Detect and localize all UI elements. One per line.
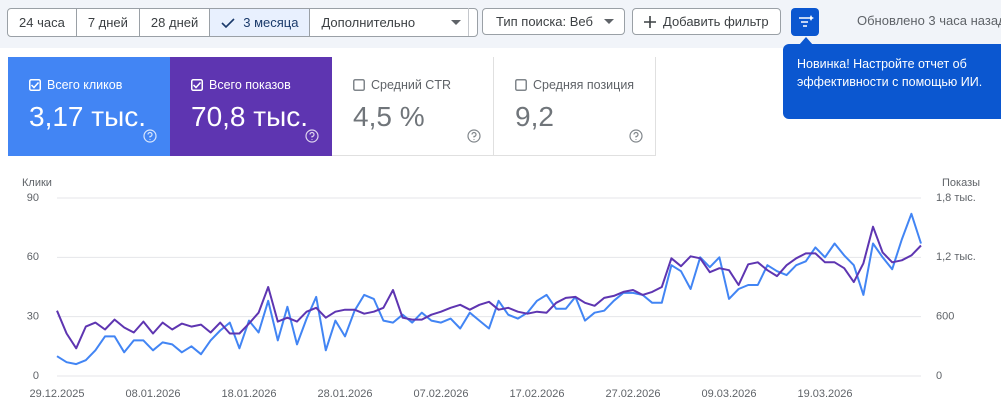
- metric-value: 3,17 тыс.: [29, 101, 147, 132]
- x-tick-label: 19.03.2026: [797, 388, 852, 400]
- x-tick-label: 09.03.2026: [701, 388, 756, 400]
- metric-card[interactable]: Всего показов 70,8 тыс.: [170, 57, 332, 156]
- metric-header: Всего кликов: [29, 78, 122, 92]
- checkbox-tick: [30, 81, 40, 89]
- metric-label: Средняя позиция: [533, 78, 635, 92]
- checkbox: [191, 79, 203, 91]
- metric-value: 70,8 тыс.: [191, 101, 309, 132]
- help-circle: [143, 129, 157, 143]
- y-tick-label: 0: [33, 370, 39, 382]
- metric-value: 4,5 %: [353, 101, 425, 132]
- checkbox: [515, 79, 527, 91]
- x-tick-label: 18.01.2026: [221, 388, 276, 400]
- metric-card[interactable]: Всего кликов 3,17 тыс.: [8, 57, 170, 156]
- metric-card[interactable]: Средняя позиция 9,2: [494, 57, 656, 156]
- series-line: [56, 225, 922, 350]
- dropdown-arrow: [604, 19, 614, 24]
- x-tick-label: 07.02.2026: [413, 388, 468, 400]
- help-icon: [629, 129, 643, 143]
- help-circle: [629, 129, 643, 143]
- checkbox-box: [353, 79, 365, 91]
- x-tick-label: 29.12.2025: [29, 388, 84, 400]
- metric-value: 9,2: [515, 101, 554, 132]
- metric-header: Всего показов: [191, 78, 291, 92]
- divider: [468, 8, 469, 36]
- y2-tick-label: 0: [936, 370, 942, 382]
- help-icon: [467, 129, 481, 143]
- y-tick-label: 60: [27, 251, 39, 263]
- checkbox-box: [515, 79, 527, 91]
- ai-tooltip[interactable]: Новинка! Настройте отчет об эффективност…: [783, 37, 1001, 119]
- more-dropdown[interactable]: Дополнительно: [310, 9, 477, 36]
- y2-tick-label: 1,8 тыс.: [936, 192, 976, 204]
- add-filter-label: Добавить фильтр: [663, 14, 769, 29]
- metric-header: Средний CTR: [353, 78, 451, 92]
- help-mark: [471, 131, 477, 140]
- help-mark: [147, 131, 153, 140]
- check-mark: [221, 17, 235, 28]
- y-tick-label: 90: [27, 192, 39, 204]
- more-label: Дополнительно: [321, 15, 416, 30]
- y-tick-label: 30: [27, 311, 39, 323]
- checkbox-box: [191, 79, 203, 91]
- checkbox-box: [29, 79, 41, 91]
- ai-filter-button[interactable]: [791, 8, 819, 36]
- date-range-option[interactable]: 24 часа: [8, 9, 77, 36]
- updated-text: Обновлено 3 часа назад: [857, 13, 1001, 28]
- search-type-label: Тип поиска: Веб: [496, 14, 593, 29]
- x-tick-label: 08.01.2026: [125, 388, 180, 400]
- date-range-label: 7 дней: [87, 15, 128, 30]
- checkbox: [29, 79, 41, 91]
- metric-cards: Всего кликов 3,17 тыс. Всего показов 70,8 т…: [8, 57, 656, 156]
- date-range-label: 28 дней: [150, 15, 199, 30]
- help-mark: [633, 131, 639, 140]
- y2-axis-title: Показы: [942, 177, 980, 189]
- metric-label: Средний CTR: [371, 78, 451, 92]
- help-icon: [143, 129, 157, 143]
- date-range-selector[interactable]: 24 часа 7 дней 28 дней 3 месяца Дополнительн…: [7, 8, 479, 37]
- date-range-label: 24 часа: [19, 15, 65, 30]
- metric-card[interactable]: Средний CTR 4,5 %: [332, 57, 494, 156]
- help-mark: [309, 131, 315, 140]
- help-circle: [467, 129, 481, 143]
- add-filter-button[interactable]: Добавить фильтр: [632, 8, 781, 35]
- date-range-label: 3 месяца: [243, 15, 299, 30]
- date-range-option[interactable]: 7 дней: [77, 9, 140, 36]
- metric-label: Всего кликов: [47, 78, 123, 92]
- arrow: [451, 19, 462, 25]
- series-line: [56, 212, 922, 366]
- plus-icon: [644, 16, 656, 28]
- metric-header: Средняя позиция: [515, 78, 634, 92]
- date-range-option[interactable]: 28 дней: [140, 9, 211, 36]
- checkbox: [353, 79, 365, 91]
- y2-tick-label: 1,2 тыс.: [936, 251, 976, 263]
- dropdown-arrow: [451, 19, 462, 25]
- x-tick-label: 17.02.2026: [509, 388, 564, 400]
- checkbox-tick: [192, 81, 202, 89]
- x-tick-label: 28.01.2026: [317, 388, 372, 400]
- help-icon: [305, 129, 319, 143]
- y-axis-title: Клики: [22, 177, 52, 189]
- date-range-option[interactable]: 3 месяца: [210, 9, 311, 36]
- help-circle: [305, 129, 319, 143]
- search-type-button[interactable]: Тип поиска: Веб: [482, 8, 625, 35]
- filter-icon: [799, 15, 814, 27]
- y2-tick-label: 600: [936, 311, 954, 323]
- check-icon: [221, 17, 235, 28]
- metric-label: Всего показов: [209, 78, 291, 92]
- x-tick-label: 27.02.2026: [605, 388, 660, 400]
